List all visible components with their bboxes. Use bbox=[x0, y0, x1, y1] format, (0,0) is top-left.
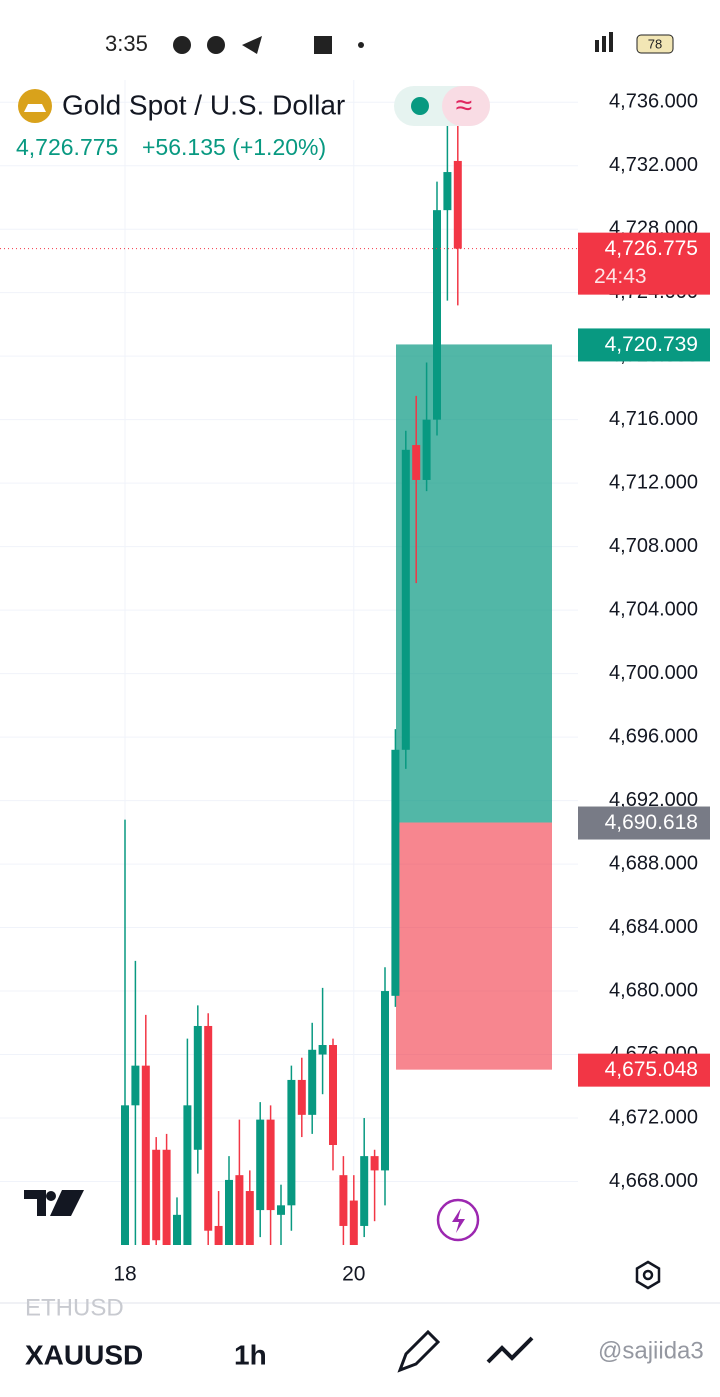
candle-body bbox=[370, 1156, 379, 1171]
y-tick-label: 4,712.000 bbox=[609, 471, 698, 493]
candle-body bbox=[256, 1119, 265, 1211]
candle-body bbox=[152, 1149, 161, 1241]
market-open-dot bbox=[411, 97, 429, 115]
candle-body bbox=[412, 445, 421, 480]
price-axis: 4,668.0004,672.0004,676.0004,680.0004,68… bbox=[578, 91, 710, 1192]
candle-body bbox=[266, 1119, 275, 1211]
delayed-icon: ≈ bbox=[456, 89, 472, 122]
candle-body bbox=[422, 419, 431, 480]
candle-body bbox=[131, 1065, 140, 1106]
price-marker bbox=[578, 806, 710, 840]
candle-body bbox=[225, 1179, 233, 1245]
y-tick-label: 4,688.000 bbox=[609, 852, 698, 874]
tv-logo-dot bbox=[46, 1191, 56, 1201]
price-marker-label: 4,675.048 bbox=[605, 1058, 698, 1081]
candle-body bbox=[381, 991, 389, 1171]
candle-body bbox=[308, 1049, 317, 1115]
prev-symbol: ETHUSD bbox=[25, 1294, 124, 1321]
price-marker-label: 4,690.618 bbox=[605, 811, 698, 834]
time-axis: 18 20 bbox=[113, 1263, 365, 1286]
price-marker bbox=[578, 232, 710, 295]
candle-body bbox=[204, 1025, 213, 1231]
candle-body bbox=[287, 1079, 296, 1206]
candle-body bbox=[453, 160, 462, 249]
candle-body bbox=[329, 1045, 337, 1146]
candle-body bbox=[162, 1149, 171, 1245]
candle-body bbox=[193, 1025, 202, 1150]
y-tick-label: 4,736.000 bbox=[609, 91, 698, 113]
battery bbox=[636, 34, 674, 54]
settings-icon bbox=[642, 1269, 654, 1281]
symbol-button[interactable]: XAUUSD bbox=[25, 1339, 143, 1370]
candle-body bbox=[297, 1079, 306, 1115]
status-pill-right[interactable] bbox=[442, 86, 490, 126]
y-tick-label: 4,696.000 bbox=[609, 725, 698, 747]
settings-button[interactable] bbox=[635, 1260, 661, 1290]
y-tick-label: 4,716.000 bbox=[609, 408, 698, 430]
status-icons bbox=[173, 32, 613, 54]
price-marker-label: 4,720.739 bbox=[605, 333, 698, 356]
watermark: @sajiida3 bbox=[598, 1337, 704, 1364]
candle-body bbox=[141, 1065, 150, 1245]
draw-button[interactable] bbox=[397, 1329, 441, 1373]
candle-body bbox=[391, 749, 400, 996]
status-time: 3:35 bbox=[105, 31, 148, 56]
flash-icon bbox=[452, 1208, 465, 1233]
take-profit-zone bbox=[396, 344, 552, 823]
last-price: 4,726.775 bbox=[16, 134, 118, 160]
price-marker-label: 4,726.775 bbox=[605, 237, 698, 260]
candle-body bbox=[433, 210, 441, 420]
price-marker bbox=[578, 328, 710, 362]
plot bbox=[0, 86, 578, 1245]
countdown: 24:43 bbox=[594, 265, 647, 288]
y-tick-label: 4,704.000 bbox=[609, 598, 698, 620]
tv-logo bbox=[24, 1190, 84, 1216]
y-tick-label: 4,680.000 bbox=[609, 979, 698, 1001]
y-tick-label: 4,684.000 bbox=[609, 916, 698, 938]
stop-loss-zone bbox=[396, 822, 552, 1070]
candle-body bbox=[173, 1214, 181, 1245]
y-tick-label: 4,708.000 bbox=[609, 535, 698, 557]
y-tick-label: 4,732.000 bbox=[609, 154, 698, 176]
candle-body bbox=[277, 1205, 285, 1215]
flash-button[interactable] bbox=[436, 1198, 480, 1242]
battery-level: 78 bbox=[648, 36, 662, 51]
symbol-title: Gold Spot / U.S. Dollar bbox=[62, 89, 345, 120]
candle-body bbox=[339, 1175, 348, 1226]
candle-body bbox=[360, 1156, 369, 1226]
interval-button[interactable]: 1h bbox=[234, 1339, 267, 1370]
y-tick-label: 4,668.000 bbox=[609, 1170, 698, 1192]
candle-body bbox=[349, 1200, 358, 1245]
candle-body bbox=[121, 1105, 129, 1245]
y-tick-label: 4,672.000 bbox=[609, 1106, 698, 1128]
price-marker bbox=[578, 1053, 710, 1087]
candle-body bbox=[443, 172, 452, 211]
x-tick-label: 18 bbox=[113, 1263, 136, 1286]
candle-body bbox=[245, 1191, 254, 1245]
candle-body bbox=[401, 449, 410, 750]
gold-icon-bars bbox=[24, 104, 46, 112]
price-change: +56.135 (+1.20%) bbox=[142, 134, 326, 160]
y-tick-label: 4,700.000 bbox=[609, 662, 698, 684]
x-tick-label: 20 bbox=[342, 1263, 365, 1286]
candle-body bbox=[183, 1105, 192, 1245]
y-tick-label: 4,692.000 bbox=[609, 789, 698, 811]
candle-body bbox=[318, 1045, 327, 1055]
candle-body bbox=[214, 1225, 223, 1245]
indicator-button[interactable] bbox=[486, 1336, 534, 1364]
candle-body bbox=[235, 1175, 244, 1245]
